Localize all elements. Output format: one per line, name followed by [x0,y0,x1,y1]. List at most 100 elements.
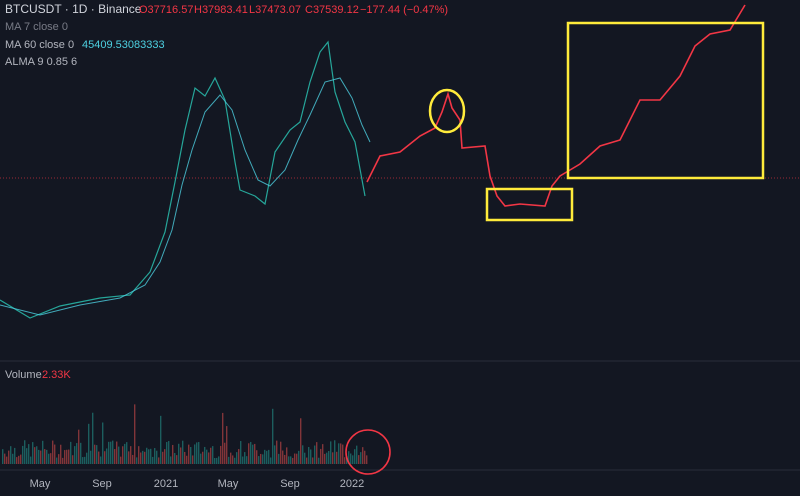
volume-bar [60,444,62,464]
volume-bar [120,456,122,464]
volume-bar [292,457,294,464]
volume-bar [174,453,176,464]
volume-bar [166,442,168,464]
volume-bar [106,448,108,464]
volume-bar [198,442,200,464]
volume-bar [246,456,248,464]
volume-bar [2,449,4,464]
volume-bar [314,445,316,464]
volume-label: Volume [5,369,42,381]
volume-bar [296,453,298,464]
volume-bar [208,452,210,464]
volume-bar [330,441,332,464]
volume-bar [250,441,252,464]
volume-bar [70,441,72,464]
change: −177.44 (−0.47%) [360,4,448,16]
volume-bar [78,429,80,464]
volume-bar [46,449,48,464]
volume-bar [204,446,206,464]
volume-bar [290,456,292,464]
volume-bar [360,452,362,464]
volume-bar [362,447,364,464]
volume-bar [316,442,318,464]
volume-bar [206,449,208,464]
volume-bar [172,444,174,464]
volume-bar [218,456,220,464]
ma-line [0,77,371,316]
volume-bar [22,445,24,464]
volume-bar [274,445,276,464]
volume-bar [280,441,282,464]
indicator-label: MA 60 close 0 [5,39,74,51]
volume-bar [156,450,158,464]
volume-bar [222,412,224,464]
volume-bar [30,456,32,464]
volume-bar [58,454,60,464]
volume-bar [88,423,90,464]
volume-bar [34,447,36,464]
volume-bar [352,455,354,464]
volume-bar [94,444,96,464]
price-path [0,40,366,319]
x-tick-label: May [218,478,239,490]
volume-bar [150,448,152,464]
volume-bar [232,455,234,464]
volume-bar [44,449,46,464]
volume-bar [254,443,256,464]
volume-bar [16,457,18,464]
volume-bar [276,440,278,464]
indicator-value: 45409.53083333 [82,39,165,51]
volume-bar [252,444,254,464]
volume-bar [354,449,356,464]
volume-bar [170,456,172,464]
volume-bar [76,443,78,464]
volume-bar [300,418,302,464]
volume-bar [332,452,334,464]
indicator-label: MA 7 close 0 [5,21,68,33]
volume-bar [180,447,182,464]
volume-bar [322,444,324,464]
volume-bar [74,446,76,464]
symbol: BTCUSDT · 1D · Binance [5,2,142,16]
volume-bar [230,452,232,464]
volume-bar [226,426,228,464]
volume-bar [20,454,22,464]
volume-bar [262,454,264,464]
volume-bar [28,444,30,464]
volume-bar [142,450,144,464]
volume-bar [192,455,194,464]
volume-bar [184,451,186,464]
volume-bar [158,457,160,464]
volume-bar [216,457,218,464]
volume-bar [282,450,284,464]
volume-bar [128,451,130,464]
volume-bar [356,445,358,464]
volume-bar [116,441,118,464]
volume-bar [140,452,142,464]
x-axis: May Sep 2021 May Sep 2022 [30,478,365,490]
ohlc: H37983.41 [194,4,248,16]
volume-bar [308,447,310,464]
volume-bar [6,456,8,464]
volume-bar [64,450,66,464]
volume-bar [90,450,92,464]
volume-bar [310,449,312,464]
volume-bar [42,440,44,464]
volume-bar [96,445,98,464]
highlight-box [485,187,574,222]
volume-bar [320,448,322,464]
volume-bar [202,451,204,464]
volume-bar [248,443,250,464]
volume-bar [294,453,296,464]
volume-bar [50,453,52,464]
volume-bar [214,457,216,464]
header: BTCUSDT · 1D · Binance O37716.57 H37983.… [5,2,448,381]
volume-bar [272,408,274,464]
volume-bar [286,447,288,464]
volume-bar [236,452,238,464]
volume-bar [110,441,112,464]
indicator-label: ALMA 9 0.85 6 [5,56,77,68]
volume-bar [86,452,88,464]
volume-bar [298,450,300,464]
